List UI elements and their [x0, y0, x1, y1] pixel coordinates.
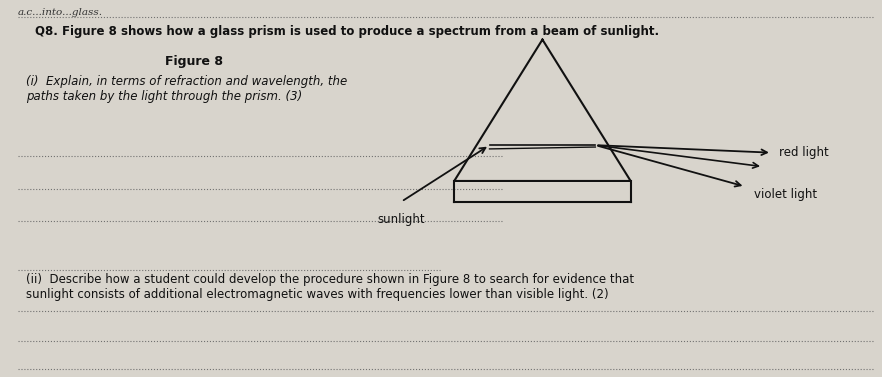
Text: Q8. Figure 8 shows how a glass prism is used to produce a spectrum from a beam o: Q8. Figure 8 shows how a glass prism is … — [35, 25, 660, 37]
Text: sunlight: sunlight — [377, 213, 425, 226]
Text: Figure 8: Figure 8 — [165, 55, 223, 67]
Text: (ii)  Describe how a student could develop the procedure shown in Figure 8 to se: (ii) Describe how a student could develo… — [26, 273, 634, 301]
Text: violet light: violet light — [754, 188, 818, 201]
Text: a.c...into...glass.: a.c...into...glass. — [18, 8, 102, 17]
Text: (i)  Explain, in terms of refraction and wavelength, the
paths taken by the ligh: (i) Explain, in terms of refraction and … — [26, 75, 348, 103]
Text: red light: red light — [779, 146, 828, 159]
